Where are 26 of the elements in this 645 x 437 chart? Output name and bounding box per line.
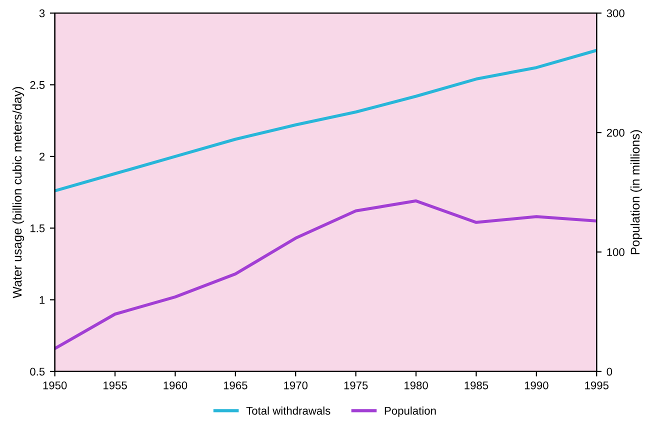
y-axis-title: Water usage (billion cubic meters/day) <box>12 86 24 298</box>
x-tick-label: 1975 <box>344 381 368 390</box>
y-tick-label: 2.5 <box>30 81 45 89</box>
y2-tick-label: 200 <box>606 128 624 137</box>
y2-axis-title: Population (in millions) <box>630 130 642 254</box>
x-tick-label: 1980 <box>404 381 428 390</box>
x-tick-label: 1950 <box>43 381 67 390</box>
line-series <box>54 48 597 192</box>
y-tick-label: 1.5 <box>30 224 45 232</box>
x-tick-label: 1985 <box>464 381 488 390</box>
y2-tick-label: 100 <box>607 248 624 256</box>
x-tick-label: 1960 <box>164 381 188 390</box>
x-tick-label: 1995 <box>585 381 609 390</box>
x-tick-label: 1965 <box>224 381 248 390</box>
y-tick-label: 3 <box>39 9 45 18</box>
line-series <box>54 199 597 350</box>
x-tick-label: 1990 <box>524 381 548 390</box>
y2-tick-label: 300 <box>606 9 624 18</box>
y-tick-label: 0.5 <box>30 368 45 376</box>
x-tick-label: 1955 <box>104 381 127 390</box>
y-tick-label: 1 <box>40 296 45 304</box>
y2-tick-label: 0 <box>606 368 612 376</box>
legend-label: Population <box>384 406 436 417</box>
y-tick-label: 2 <box>39 152 45 160</box>
legend-label: Total withdrawals <box>246 406 330 415</box>
x-tick-label: 1970 <box>284 381 308 390</box>
